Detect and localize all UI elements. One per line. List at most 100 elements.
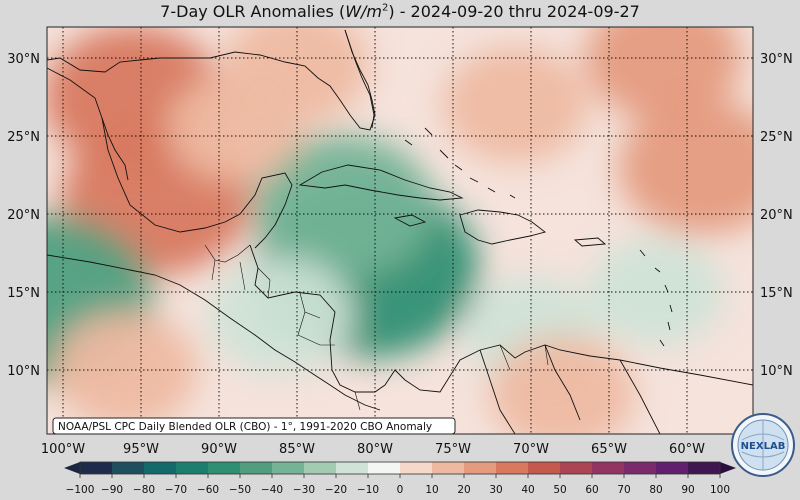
lon-label: 85°W bbox=[279, 442, 315, 457]
colorbar-tick-label: −90 bbox=[101, 484, 123, 496]
source-note: NOAA/PSL CPC Daily Blended OLR (CBO) - 1… bbox=[52, 417, 456, 435]
lon-label: 70°W bbox=[513, 442, 549, 457]
colorbar-tick-label: −40 bbox=[261, 484, 283, 496]
florida bbox=[344, 29, 375, 129]
colorbar-cell bbox=[688, 462, 721, 474]
colorbar-cell bbox=[400, 462, 433, 474]
anomaly-blob bbox=[585, 27, 742, 121]
lon-labels: 100°W 95°W 90°W 85°W 80°W 75°W 70°W 65°W 60°W bbox=[41, 442, 705, 457]
country-borders bbox=[204, 244, 549, 411]
title-suffix: ) - 2024-09-20 thru 2024-09-27 bbox=[388, 2, 640, 21]
colorbar-tick-label: −60 bbox=[197, 484, 219, 496]
central-america-caribbean-coast bbox=[249, 244, 753, 393]
colorbar-tick-label: 10 bbox=[425, 484, 438, 496]
lat-label: 15°N bbox=[760, 286, 793, 301]
colorbar-min-arrow bbox=[64, 462, 80, 474]
colorbar-cell bbox=[336, 462, 369, 474]
lat-label: 25°N bbox=[760, 130, 793, 145]
logo-globe-lines bbox=[741, 420, 785, 470]
colorbar-cell bbox=[432, 462, 465, 474]
nexlab-logo: NEXLAB bbox=[731, 413, 795, 477]
colorbar-tick-label: −70 bbox=[165, 484, 187, 496]
gridlines bbox=[47, 27, 753, 434]
colorbar-cell bbox=[208, 462, 241, 474]
colorbar-tick-label: −30 bbox=[293, 484, 315, 496]
anomaly-blob bbox=[442, 46, 588, 163]
colorbar-tick-label: −10 bbox=[357, 484, 379, 496]
chart-title: 7-Day OLR Anomalies (W/m2) - 2024-09-20 … bbox=[0, 2, 800, 21]
anomaly-blob bbox=[52, 312, 198, 428]
colorbar-cell bbox=[464, 462, 497, 474]
colorbar-tick-label: −50 bbox=[229, 484, 251, 496]
anomaly-blob bbox=[208, 257, 354, 374]
lon-label: 65°W bbox=[591, 442, 627, 457]
colorbar-cell bbox=[240, 462, 273, 474]
colorbar-tick-label: −80 bbox=[133, 484, 155, 496]
lat-label: 30°N bbox=[760, 52, 793, 67]
colorbar-cell bbox=[592, 462, 625, 474]
colorbar-max-arrow bbox=[720, 462, 736, 474]
lat-label: 20°N bbox=[7, 208, 40, 223]
title-unit: W/m bbox=[345, 2, 382, 21]
lat-label: 20°N bbox=[760, 208, 793, 223]
colorbar-cell bbox=[144, 462, 177, 474]
colorbar-cell bbox=[176, 462, 209, 474]
anomaly-blob bbox=[167, 74, 302, 182]
colorbar-tick-label: −100 bbox=[66, 484, 95, 496]
colorbar-cell bbox=[560, 462, 593, 474]
coastlines bbox=[47, 29, 753, 434]
anomaly-blob bbox=[254, 134, 434, 278]
lon-label: 90°W bbox=[201, 442, 237, 457]
lon-label: 80°W bbox=[357, 442, 393, 457]
lat-labels-right: 30°N 25°N 20°N 15°N 10°N bbox=[760, 52, 793, 379]
title-unit-exponent: 2 bbox=[381, 2, 389, 14]
south-america-coast bbox=[479, 344, 661, 434]
bahamas bbox=[404, 127, 516, 199]
jamaica bbox=[393, 214, 427, 227]
colorbar-cell bbox=[112, 462, 145, 474]
lon-label: 100°W bbox=[41, 442, 85, 457]
lon-label: 60°W bbox=[669, 442, 705, 457]
colorbar-cell bbox=[80, 462, 113, 474]
colorbar-cell bbox=[304, 462, 337, 474]
anomaly-field bbox=[47, 27, 753, 434]
lat-labels-left: 30°N 25°N 20°N 15°N 10°N bbox=[7, 52, 40, 379]
colorbar-tick-label: 90 bbox=[681, 484, 694, 496]
colorbar-cell bbox=[528, 462, 561, 474]
lesser-antilles bbox=[639, 249, 673, 347]
source-note-text: NOAA/PSL CPC Daily Blended OLR (CBO) - 1… bbox=[58, 421, 432, 433]
pacific-coast bbox=[47, 254, 381, 411]
lon-label: 75°W bbox=[435, 442, 471, 457]
colorbar-tick-label: 80 bbox=[649, 484, 662, 496]
colorbar-cell bbox=[496, 462, 529, 474]
lat-label: 30°N bbox=[7, 52, 40, 67]
colorbar-tick-label: 30 bbox=[489, 484, 502, 496]
anomaly-blob bbox=[489, 335, 635, 434]
source-note-box bbox=[52, 417, 456, 435]
title-prefix: 7-Day OLR Anomalies ( bbox=[160, 2, 346, 21]
hispaniola bbox=[459, 209, 546, 245]
colorbar-tick-label: 70 bbox=[617, 484, 630, 496]
colorbar-cell bbox=[656, 462, 689, 474]
lat-label: 15°N bbox=[7, 286, 40, 301]
colorbar-tick-label: 60 bbox=[585, 484, 598, 496]
anomaly-blob bbox=[618, 100, 753, 235]
colorbar-tick-label: 50 bbox=[553, 484, 566, 496]
puerto-rico bbox=[573, 237, 607, 247]
us-gulf-coast bbox=[47, 29, 376, 181]
lat-label: 10°N bbox=[760, 364, 793, 379]
colorbar-tick-label: −20 bbox=[325, 484, 347, 496]
lat-label: 25°N bbox=[7, 130, 40, 145]
logo-text: NEXLAB bbox=[741, 441, 786, 452]
colorbar-tick-label: 40 bbox=[521, 484, 534, 496]
colorbar: −100 −90 −80 −70 −60 −50 −40 −30 −20 −10 0 10 20 30 40… bbox=[64, 461, 736, 496]
cuba bbox=[298, 164, 464, 201]
lat-label: 10°N bbox=[7, 364, 40, 379]
colorbar-tick-label: 20 bbox=[457, 484, 470, 496]
colorbar-tick-label: 100 bbox=[710, 484, 730, 496]
colorbar-cell bbox=[624, 462, 657, 474]
lon-label: 95°W bbox=[123, 442, 159, 457]
colorbar-cell bbox=[368, 462, 401, 474]
colorbar-cell bbox=[272, 462, 305, 474]
